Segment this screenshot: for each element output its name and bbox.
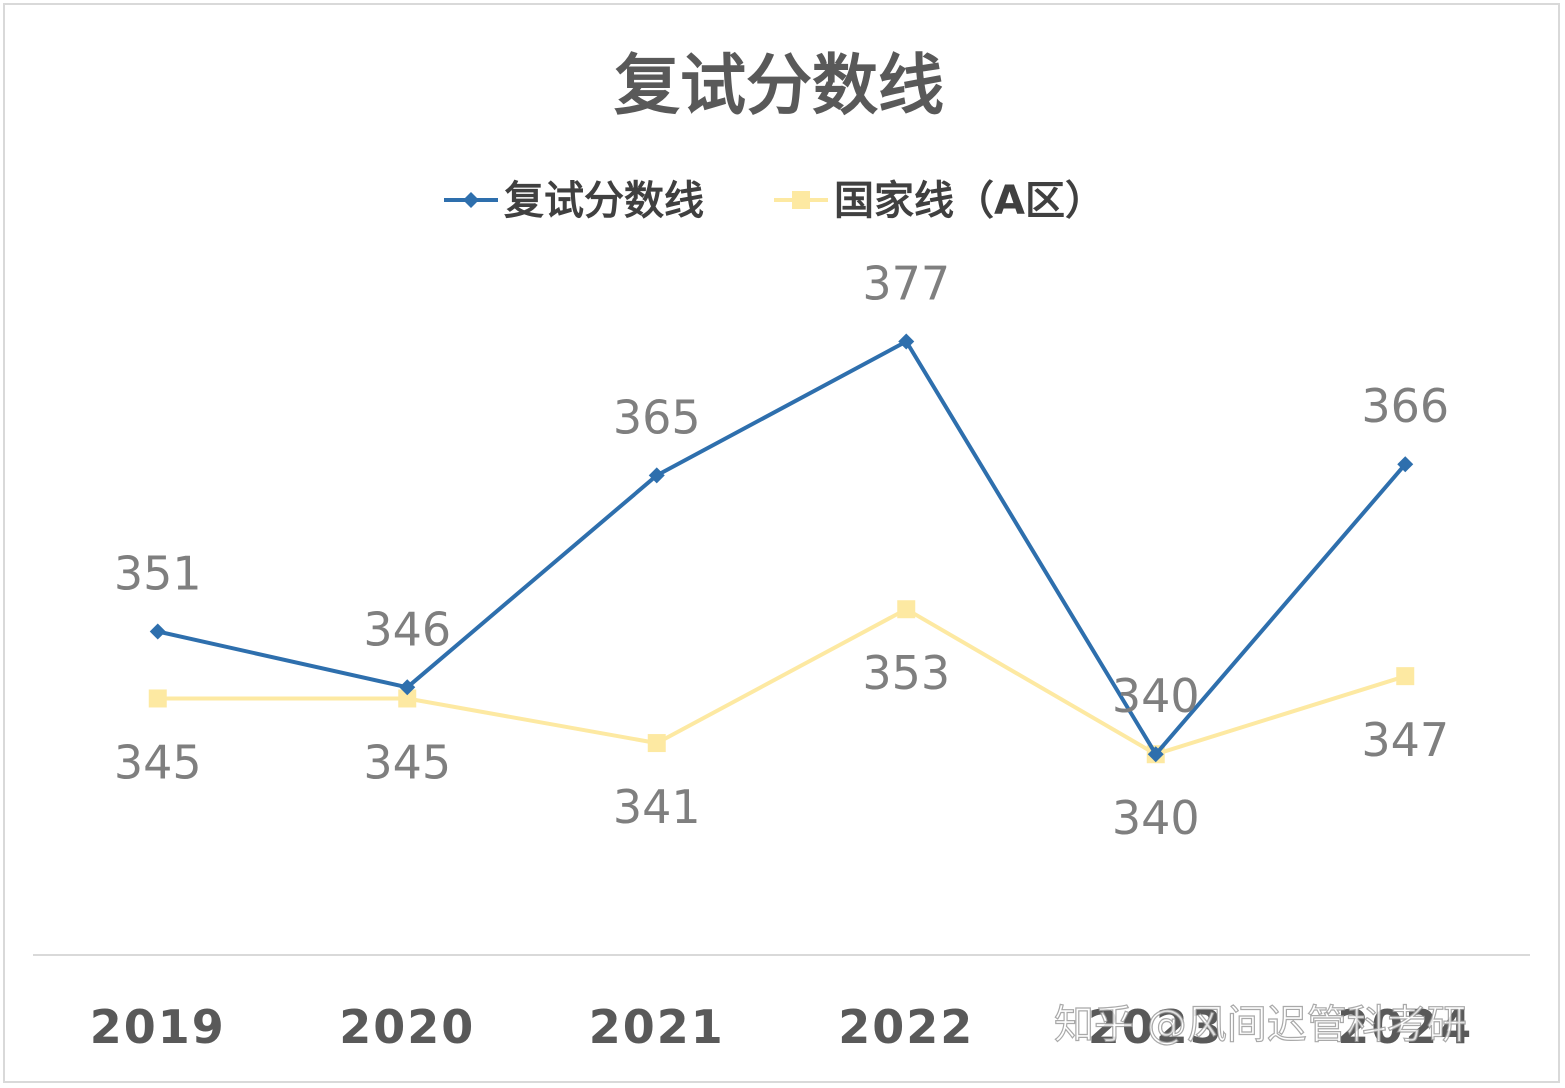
point-1-2020 [398,689,417,708]
x-tick-label-2020: 2020 [339,1000,475,1054]
point-1-2021 [647,734,666,753]
legend-label-1: 国家线（A区） [834,178,1105,224]
point-1-2022 [897,600,916,619]
point-1-2019 [148,689,167,708]
data-label-1-2020: 345 [363,735,451,789]
data-label-0-2020: 346 [363,602,451,656]
x-tick-label-2022: 2022 [838,1000,974,1054]
data-label-0-2024: 366 [1361,379,1449,433]
series-line-1 [155,607,1408,757]
point-0-2022 [898,333,915,350]
chart-title: 复试分数线 [614,47,944,124]
data-label-layer: 345 345 341 353 340 347 351 346 365 377 340 366 [114,257,1449,846]
legend-marker-square [792,191,810,209]
data-label-1-2019: 345 [114,735,202,789]
series-layer [148,333,1415,764]
x-axis-tick-labels: 2019 2020 2021 2022 2023 2024 [90,1000,1473,1054]
legend: 复试分数线 国家线（A区） [444,178,1105,224]
series-line-0 [155,339,1408,757]
data-label-0-2022: 377 [862,257,950,311]
point-0-2020 [399,679,416,696]
data-label-1-2021: 341 [613,780,701,834]
watermark-text: 知乎 @风间迟管科考研 [1054,1002,1467,1048]
data-label-0-2021: 365 [613,390,701,444]
chart-frame [3,3,1560,1083]
legend-label-0: 复试分数线 [504,178,704,224]
point-1-2024 [1396,667,1415,686]
legend-marker-diamond [463,192,479,208]
x-tick-label-2019: 2019 [90,1000,226,1054]
data-label-0-2023: 340 [1112,669,1200,723]
data-label-1-2022: 353 [862,646,950,700]
x-tick-label-2021: 2021 [589,1000,725,1054]
x-tick-label-2024: 2024 [1337,1000,1473,1054]
point-0-2019 [149,623,166,640]
data-label-0-2019: 351 [114,547,202,601]
x-tick-label-2023: 2023 [1088,1000,1224,1054]
data-label-1-2024: 347 [1361,713,1449,767]
data-label-1-2023: 340 [1112,791,1200,845]
point-0-2023 [1147,746,1164,763]
point-0-2024 [1397,456,1414,473]
point-0-2021 [648,467,665,484]
